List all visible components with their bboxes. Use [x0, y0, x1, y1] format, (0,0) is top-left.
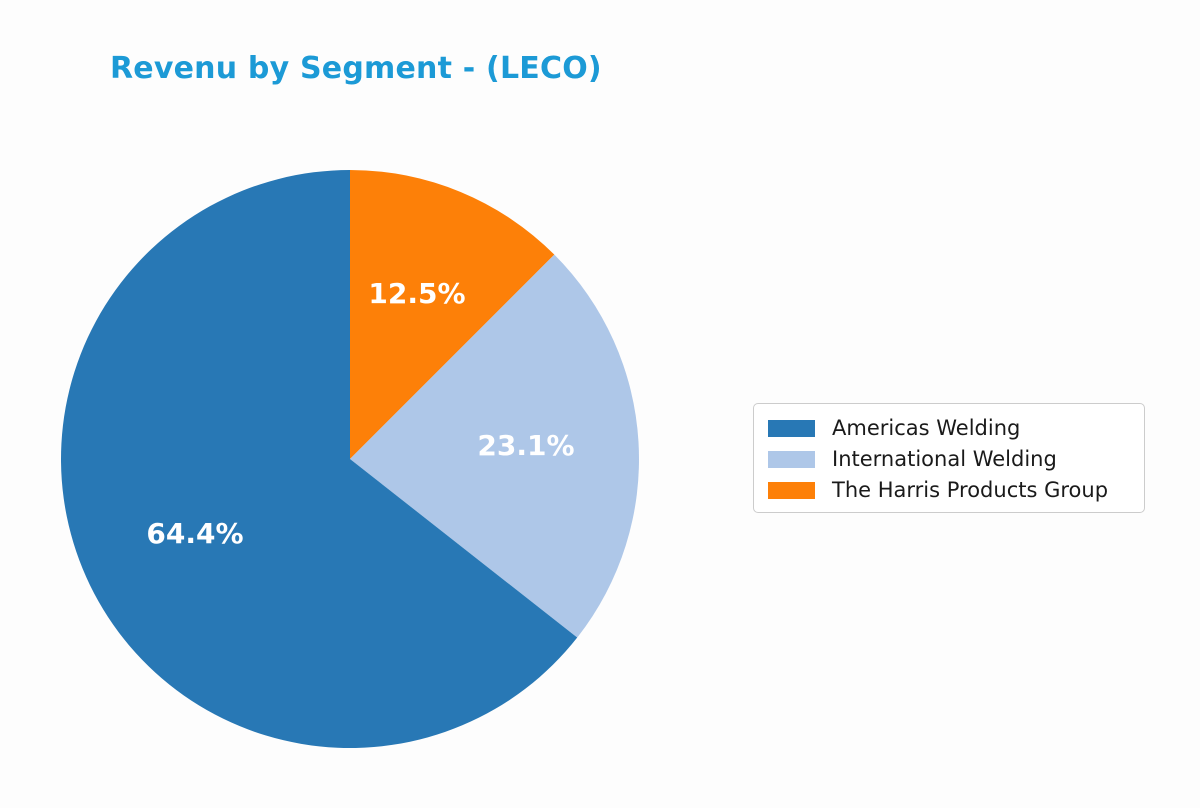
- pie-slice[interactable]: [350, 170, 555, 459]
- legend-item-americas-welding[interactable]: Americas Welding: [768, 413, 1132, 444]
- legend: Americas Welding International Welding T…: [753, 403, 1145, 513]
- pie-slice[interactable]: [61, 170, 578, 748]
- pie-data-label: 64.4%: [146, 517, 243, 550]
- pie-data-label-group: 12.5% 23.1% 64.4%: [146, 277, 574, 550]
- pie-data-label: 12.5%: [368, 277, 465, 310]
- legend-item-the-harris-products-group[interactable]: The Harris Products Group: [768, 475, 1132, 506]
- chart-title: Revenu by Segment - (LECO): [110, 51, 602, 86]
- legend-label-americas-welding: Americas Welding: [832, 416, 1021, 440]
- pie-data-label: 23.1%: [477, 429, 574, 462]
- legend-swatch-the-harris-products-group: [768, 482, 815, 499]
- legend-label-international-welding: International Welding: [832, 447, 1057, 471]
- legend-swatch-americas-welding: [768, 420, 815, 437]
- pie-plot-area: 12.5% 23.1% 64.4%: [61, 170, 639, 748]
- pie-slice[interactable]: [350, 254, 639, 638]
- legend-item-international-welding[interactable]: International Welding: [768, 444, 1132, 475]
- legend-label-the-harris-products-group: The Harris Products Group: [832, 478, 1109, 502]
- legend-swatch-international-welding: [768, 451, 815, 468]
- pie-slice-group: [61, 170, 639, 748]
- pie-svg: 12.5% 23.1% 64.4%: [61, 170, 639, 748]
